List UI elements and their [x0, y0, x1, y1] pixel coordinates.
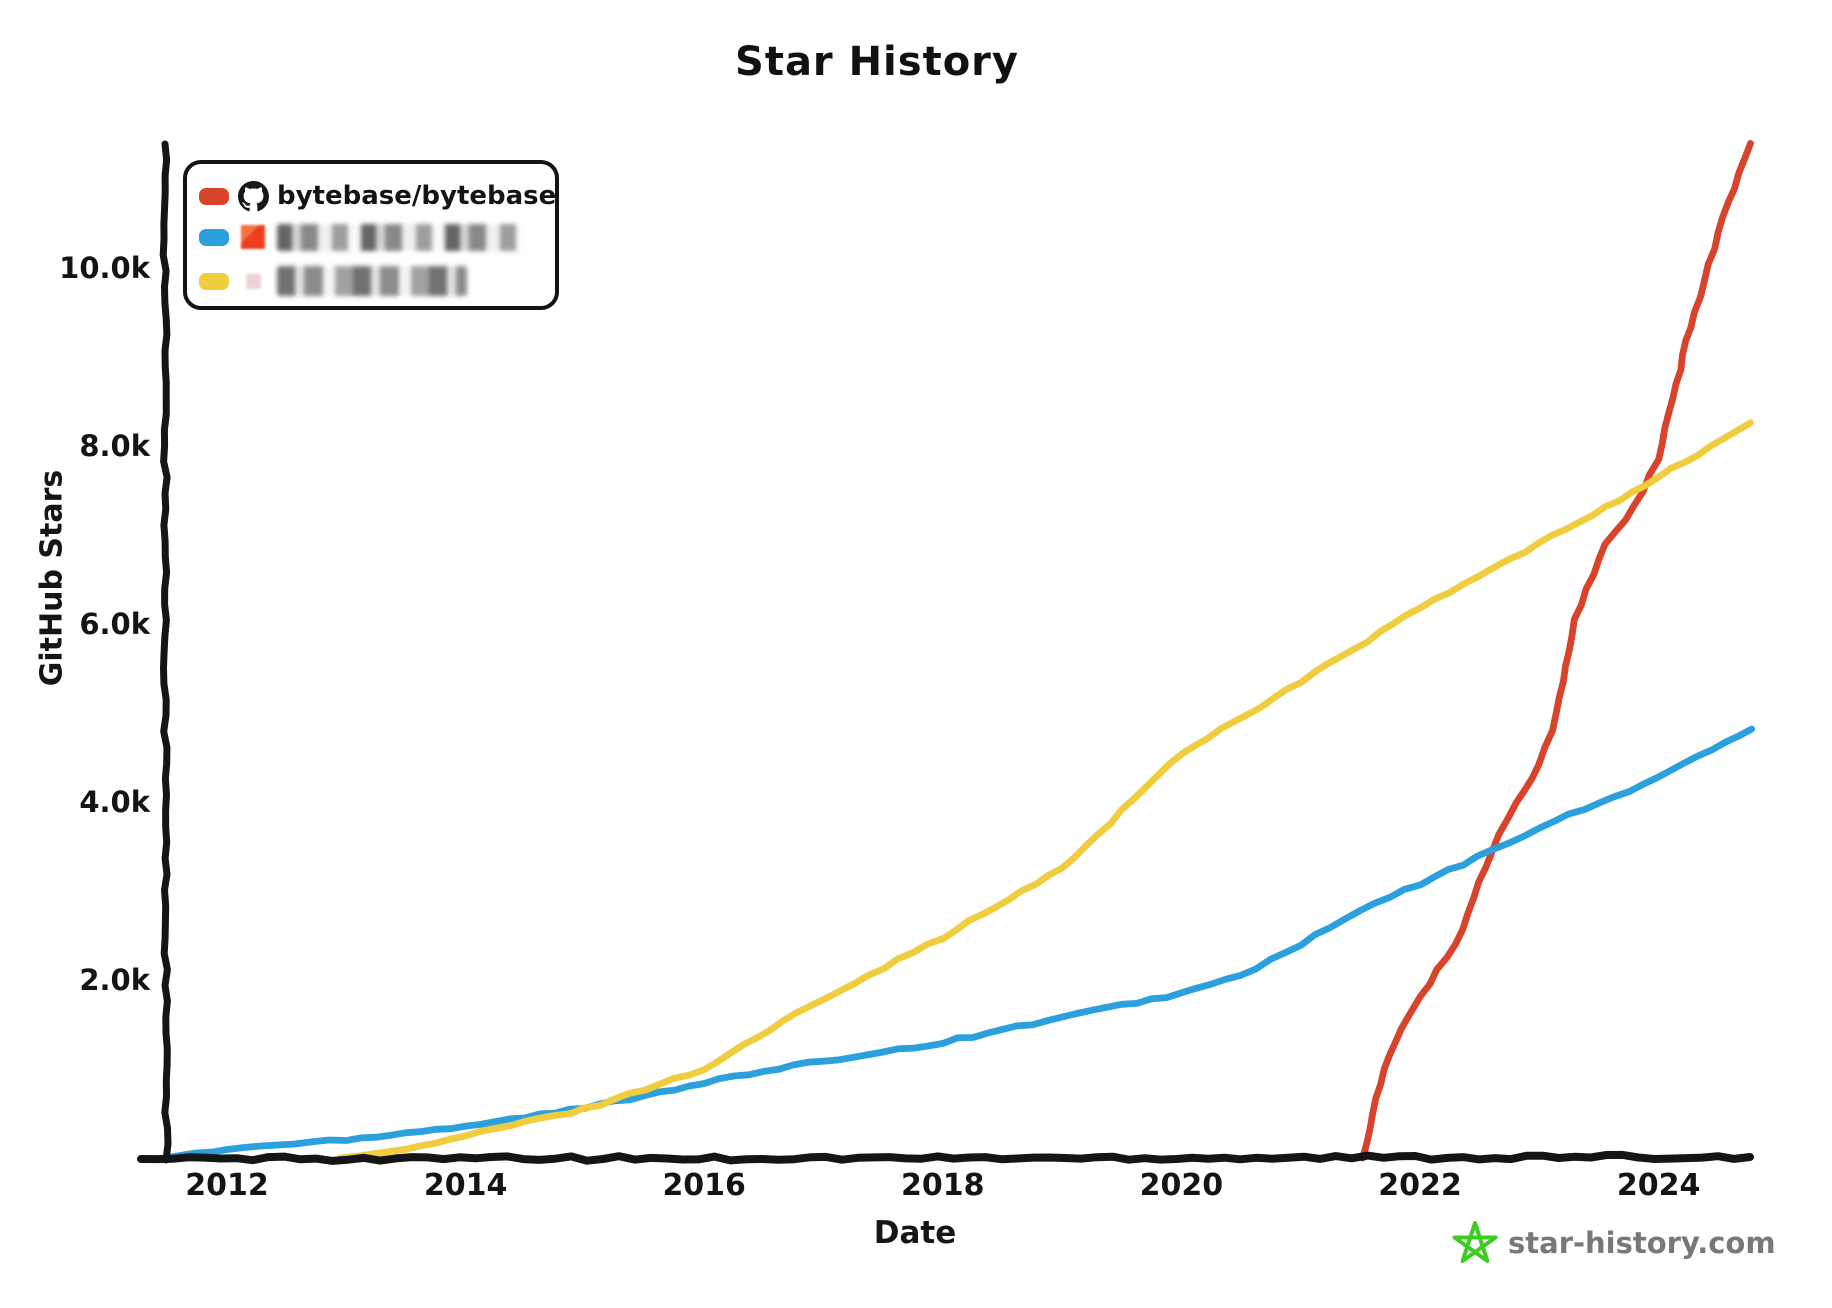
legend-item-blurred-1[interactable]: [199, 219, 522, 255]
x-axis-line: [137, 1150, 1754, 1165]
y-tick-8.0k: 8.0k: [79, 429, 150, 463]
x-tick-2018: 2018: [901, 1168, 985, 1203]
x-tick-2012: 2012: [185, 1168, 269, 1203]
legend-label-bytebase: bytebase/bytebase: [277, 181, 557, 211]
y-axis-title: GitHub Stars: [34, 469, 70, 687]
x-tick-2020: 2020: [1139, 1168, 1224, 1203]
legend-item-bytebase[interactable]: bytebase/bytebase: [199, 178, 556, 214]
blurred-avatar-pink-icon: [237, 265, 269, 297]
line-blurred-2: [336, 419, 1754, 1162]
y-tick-10.0k: 10.0k: [59, 251, 150, 285]
legend-item-blurred-2[interactable]: [199, 263, 467, 299]
star-history-logo-icon: [1452, 1221, 1498, 1263]
line-bytebase-bytebase: [1359, 140, 1754, 1162]
github-octocat-icon: [237, 180, 269, 212]
legend-label-blurred-1: [277, 223, 522, 251]
x-tick-2022: 2022: [1378, 1168, 1462, 1203]
x-tick-2024: 2024: [1616, 1168, 1701, 1203]
chart-title: Star History: [735, 39, 1019, 85]
legend-swatch-red: [199, 187, 229, 205]
x-axis-title: Date: [873, 1215, 957, 1251]
x-tick-2014: 2014: [423, 1168, 508, 1203]
watermark-text: star-history.com: [1508, 1226, 1776, 1260]
y-tick-2.0k: 2.0k: [79, 963, 150, 997]
line-blurred-1: [161, 725, 1756, 1162]
legend-swatch-blue: [199, 228, 229, 246]
blurred-avatar-red-icon: [237, 221, 269, 253]
legend-swatch-yellow: [199, 272, 229, 290]
legend-label-blurred-2: [277, 266, 467, 296]
y-tick-6.0k: 6.0k: [79, 607, 150, 641]
y-axis-line: [159, 140, 172, 1164]
watermark[interactable]: star-history.com: [1452, 1220, 1776, 1266]
x-tick-2016: 2016: [662, 1168, 746, 1203]
legend-box: bytebase/bytebase: [183, 160, 559, 310]
y-tick-4.0k: 4.0k: [79, 785, 150, 819]
